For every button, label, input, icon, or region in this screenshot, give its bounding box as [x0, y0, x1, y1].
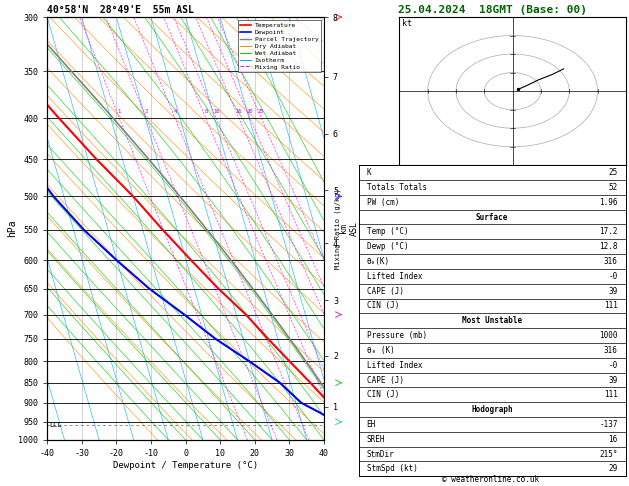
Text: 2: 2: [145, 109, 148, 114]
Text: K: K: [367, 168, 371, 177]
Text: 1: 1: [118, 109, 121, 114]
Text: © weatheronline.co.uk: © weatheronline.co.uk: [442, 474, 539, 484]
Text: SREH: SREH: [367, 435, 385, 444]
Text: EH: EH: [367, 420, 376, 429]
Text: kt: kt: [403, 19, 412, 28]
Text: Dewp (°C): Dewp (°C): [367, 242, 408, 251]
Text: 316: 316: [604, 257, 618, 266]
Text: 17.2: 17.2: [599, 227, 618, 236]
Text: Lifted Index: Lifted Index: [367, 272, 422, 281]
Text: Surface: Surface: [476, 212, 508, 222]
Text: 52: 52: [609, 183, 618, 192]
Text: 111: 111: [604, 301, 618, 311]
Text: Totals Totals: Totals Totals: [367, 183, 426, 192]
Text: 39: 39: [609, 376, 618, 384]
Text: θₑ (K): θₑ (K): [367, 346, 394, 355]
Text: 29: 29: [609, 465, 618, 473]
Y-axis label: hPa: hPa: [7, 220, 17, 237]
Text: 316: 316: [604, 346, 618, 355]
Text: -0: -0: [609, 272, 618, 281]
Text: 4: 4: [173, 109, 177, 114]
Text: Hodograph: Hodograph: [471, 405, 513, 414]
Text: -0: -0: [609, 361, 618, 370]
Text: 40°58'N  28°49'E  55m ASL: 40°58'N 28°49'E 55m ASL: [47, 5, 194, 15]
Text: Mixing Ratio (g/kg): Mixing Ratio (g/kg): [335, 188, 342, 269]
X-axis label: Dewpoint / Temperature (°C): Dewpoint / Temperature (°C): [113, 461, 258, 469]
Text: 25: 25: [258, 109, 264, 114]
Text: CIN (J): CIN (J): [367, 301, 399, 311]
Y-axis label: km
ASL: km ASL: [340, 221, 359, 236]
Text: CAPE (J): CAPE (J): [367, 376, 404, 384]
Text: 10: 10: [213, 109, 220, 114]
Text: LCL: LCL: [49, 422, 62, 429]
Text: 1.96: 1.96: [599, 198, 618, 207]
Text: 25: 25: [609, 168, 618, 177]
Text: Pressure (mb): Pressure (mb): [367, 331, 426, 340]
Text: θₑ(K): θₑ(K): [367, 257, 390, 266]
Text: 16: 16: [609, 435, 618, 444]
Text: 1000: 1000: [599, 331, 618, 340]
Text: 111: 111: [604, 390, 618, 399]
Text: CIN (J): CIN (J): [367, 390, 399, 399]
Legend: Temperature, Dewpoint, Parcel Trajectory, Dry Adiabat, Wet Adiabat, Isotherm, Mi: Temperature, Dewpoint, Parcel Trajectory…: [238, 20, 321, 72]
Text: 20: 20: [247, 109, 253, 114]
Text: 39: 39: [609, 287, 618, 295]
Text: CAPE (J): CAPE (J): [367, 287, 404, 295]
Text: 16: 16: [235, 109, 242, 114]
Text: Temp (°C): Temp (°C): [367, 227, 408, 236]
Text: 12.8: 12.8: [599, 242, 618, 251]
Text: 8: 8: [204, 109, 208, 114]
Text: Lifted Index: Lifted Index: [367, 361, 422, 370]
Text: PW (cm): PW (cm): [367, 198, 399, 207]
Text: 25.04.2024  18GMT (Base: 00): 25.04.2024 18GMT (Base: 00): [398, 4, 587, 15]
Text: 215°: 215°: [599, 450, 618, 459]
Text: StmDir: StmDir: [367, 450, 394, 459]
Text: Most Unstable: Most Unstable: [462, 316, 522, 325]
Text: -137: -137: [599, 420, 618, 429]
Text: StmSpd (kt): StmSpd (kt): [367, 465, 418, 473]
